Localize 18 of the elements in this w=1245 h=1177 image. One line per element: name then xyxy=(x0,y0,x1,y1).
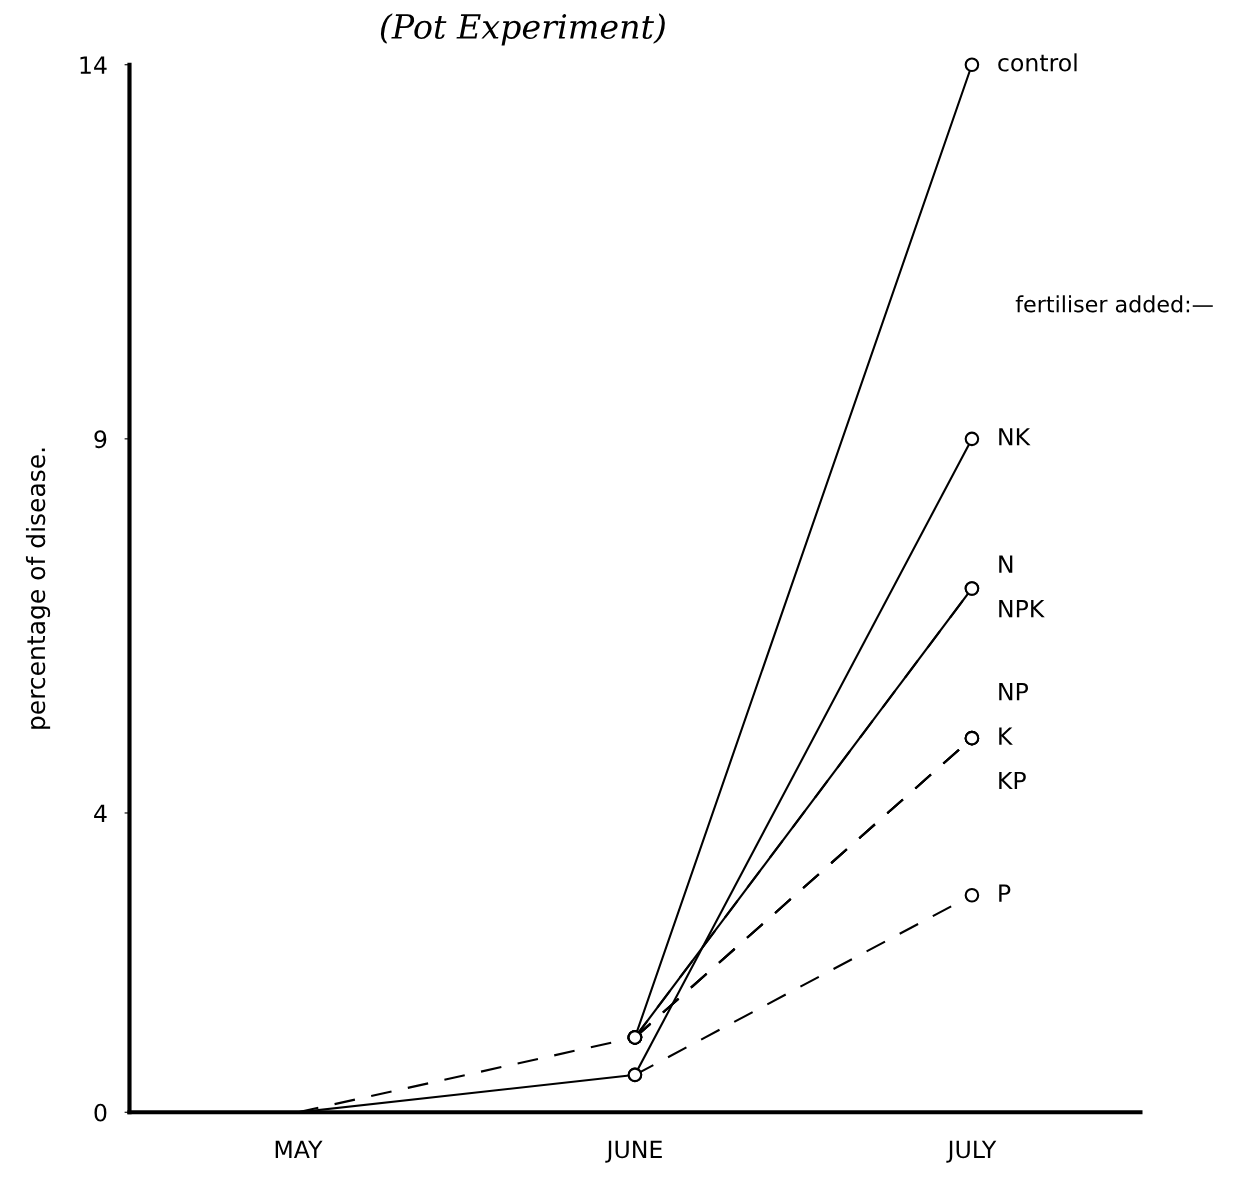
annotation: fertiliser added:— xyxy=(1015,295,1213,313)
y-tick-label: 4 xyxy=(94,804,107,822)
y-tick-label: 0 xyxy=(94,1103,107,1122)
series-label: KP xyxy=(999,771,1026,790)
series-label: P xyxy=(999,884,1011,902)
chart-title: (Pot Experiment) xyxy=(380,13,665,46)
y-tick-label: 9 xyxy=(94,430,107,449)
x-tick-label: JUNE xyxy=(605,1140,662,1163)
series-label: NK xyxy=(999,428,1031,446)
series-label: N xyxy=(999,555,1013,573)
series-label: NPK xyxy=(999,600,1045,618)
series-label: K xyxy=(999,727,1013,745)
x-tick-label: MAY xyxy=(275,1140,323,1158)
y-tick-label: 14 xyxy=(80,56,107,74)
series-label: NP xyxy=(999,683,1029,701)
y-axis-title: percentage of disease. xyxy=(25,448,51,729)
x-tick-label: JULY xyxy=(946,1140,997,1163)
series-label: control xyxy=(998,53,1077,72)
